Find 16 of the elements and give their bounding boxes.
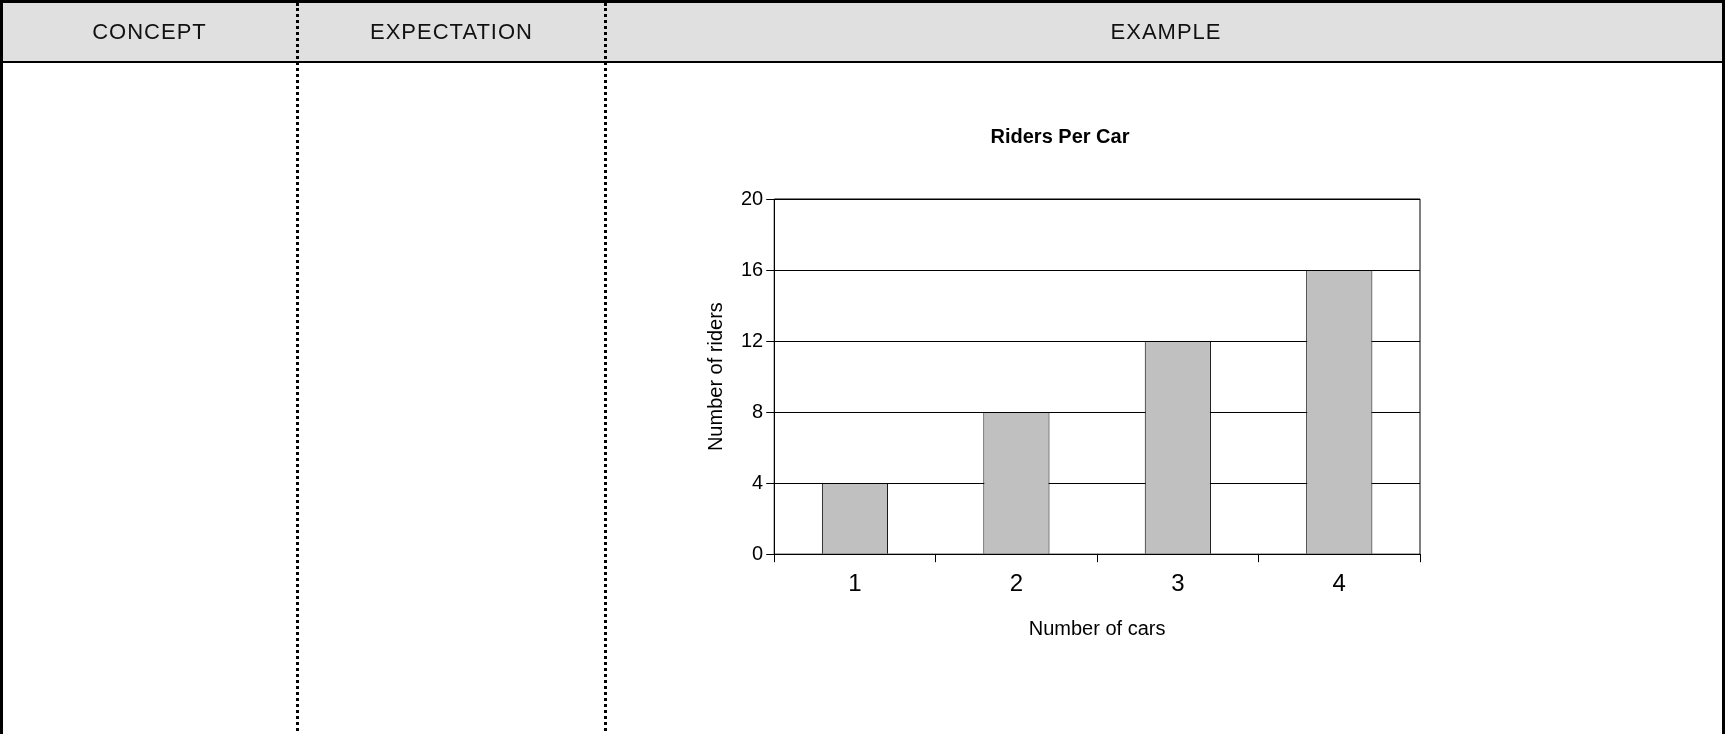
x-tick-label: 1 (848, 569, 862, 597)
y-tick-label: 12 (741, 328, 764, 351)
y-axis-title: Number of riders (703, 302, 726, 452)
chart-title: Riders Per Car (990, 124, 1130, 147)
x-tick-label: 3 (1171, 569, 1185, 597)
y-tick-label: 16 (741, 257, 764, 280)
x-tick-label: 2 (1009, 569, 1024, 597)
text: EXPECTATION (369, 18, 534, 46)
y-tick-label: 4 (752, 470, 764, 493)
y-tick-label: 0 (752, 541, 764, 564)
text: EXAMPLE (1109, 18, 1223, 46)
y-tick-label: 8 (752, 399, 764, 422)
x-tick-label: 4 (1332, 569, 1346, 597)
y-tick-label: 20 (741, 186, 764, 209)
x-axis-title: Number of cars (1028, 616, 1166, 639)
text: CONCEPT (91, 18, 208, 46)
